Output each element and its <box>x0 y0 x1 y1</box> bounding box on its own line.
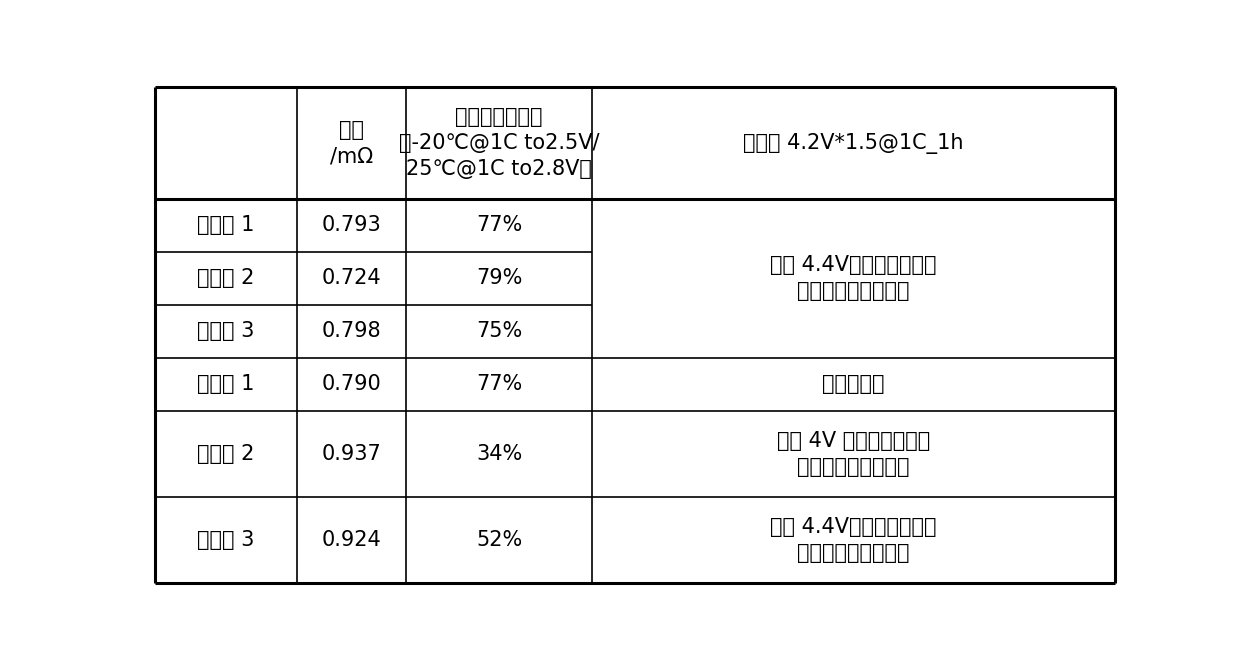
Text: 79%: 79% <box>476 268 523 288</box>
Text: 75%: 75% <box>476 321 523 341</box>
Text: 出现 4V 过充电压钳制平
台，未起火、未爆炸: 出现 4V 过充电压钳制平 台，未起火、未爆炸 <box>777 430 930 477</box>
Text: 出现 4.4V过充电压钳制平
台，未起火、未爆炸: 出现 4.4V过充电压钳制平 台，未起火、未爆炸 <box>771 255 937 301</box>
Text: 对比例 1: 对比例 1 <box>197 374 255 394</box>
Text: 0.937: 0.937 <box>322 444 382 463</box>
Text: 对比例 3: 对比例 3 <box>197 530 255 550</box>
Text: 0.724: 0.724 <box>322 268 382 288</box>
Text: 实施例 3: 实施例 3 <box>197 321 255 341</box>
Text: 过充电 4.2V*1.5@1C_1h: 过充电 4.2V*1.5@1C_1h <box>743 133 964 153</box>
Text: 52%: 52% <box>476 530 523 550</box>
Text: 起火、爆炸: 起火、爆炸 <box>823 374 885 394</box>
Text: 0.798: 0.798 <box>322 321 382 341</box>
Text: 77%: 77% <box>476 374 523 394</box>
Text: 34%: 34% <box>476 444 523 463</box>
Text: 对比例 2: 对比例 2 <box>197 444 255 463</box>
Text: 77%: 77% <box>476 215 523 235</box>
Text: 出现 4.4V过充电压钳制平
台，未起火、未爆炸: 出现 4.4V过充电压钳制平 台，未起火、未爆炸 <box>771 517 937 563</box>
Text: 实施例 1: 实施例 1 <box>197 215 255 235</box>
Text: 低温容量保持率
（-20℃@1C to2.5V/
25℃@1C to2.8V）: 低温容量保持率 （-20℃@1C to2.5V/ 25℃@1C to2.8V） <box>399 107 600 179</box>
Text: 0.790: 0.790 <box>322 374 382 394</box>
Text: 内阻
/mΩ: 内阻 /mΩ <box>330 120 373 166</box>
Text: 实施例 2: 实施例 2 <box>197 268 255 288</box>
Text: 0.793: 0.793 <box>322 215 382 235</box>
Text: 0.924: 0.924 <box>322 530 382 550</box>
